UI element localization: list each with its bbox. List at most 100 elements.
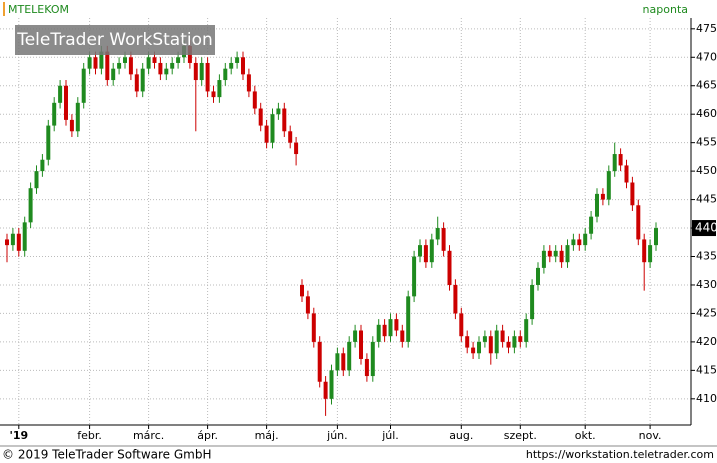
candle-body xyxy=(530,284,535,320)
y-tick-label: 455 xyxy=(696,136,717,149)
candle-body xyxy=(300,284,304,297)
candle-body xyxy=(648,245,653,263)
candle-body xyxy=(128,57,133,75)
x-tick-label: ápr. xyxy=(197,429,218,442)
x-tick-label: júl. xyxy=(381,429,399,442)
candle-body xyxy=(164,68,169,75)
candle-body xyxy=(394,319,399,331)
candle-body xyxy=(305,296,310,314)
candle-body xyxy=(64,85,68,120)
y-tick-label: 430 xyxy=(696,278,717,291)
candle-body xyxy=(176,57,181,63)
candle-body xyxy=(10,233,15,246)
candle-body xyxy=(406,296,411,342)
candle-body xyxy=(459,313,464,337)
candle-body xyxy=(329,370,334,399)
candle-body xyxy=(235,57,240,63)
plot-area xyxy=(0,18,691,425)
candle-body xyxy=(288,131,293,143)
watermark: TeleTrader WorkStation xyxy=(16,30,213,50)
candle-body xyxy=(5,239,9,246)
candle-body xyxy=(241,57,245,75)
candle-body xyxy=(105,51,110,81)
candle-body xyxy=(636,205,641,240)
candle-body xyxy=(75,102,80,132)
candle-body xyxy=(553,250,558,257)
candle-body xyxy=(117,62,122,69)
y-tick-label: 470 xyxy=(696,50,717,63)
title-marker xyxy=(3,2,5,16)
candle-body xyxy=(488,336,493,354)
footer-copyright: © 2019 TeleTrader Software GmbH xyxy=(2,448,212,462)
candle-body xyxy=(524,319,529,342)
candle-body xyxy=(40,159,45,172)
candle-body xyxy=(81,68,86,103)
candle-body xyxy=(412,256,417,297)
candle-body xyxy=(536,267,540,285)
candle-body xyxy=(453,284,458,314)
candle-body xyxy=(246,74,251,92)
candle-body xyxy=(347,341,352,371)
candle-body xyxy=(382,324,387,337)
candle-body xyxy=(518,336,523,342)
candle-body xyxy=(589,216,594,234)
y-tick-label: 460 xyxy=(696,107,717,120)
candle-body xyxy=(583,233,588,246)
candle-body xyxy=(364,358,369,377)
y-tick-label: 420 xyxy=(696,335,717,348)
candle-body xyxy=(423,245,428,263)
candle-body xyxy=(34,171,39,189)
x-tick-label: szept. xyxy=(504,429,537,442)
candle-body xyxy=(252,91,257,109)
candle-body xyxy=(512,336,517,348)
candle-body xyxy=(482,336,487,342)
period-label: naponta xyxy=(643,3,688,16)
x-tick-label: febr. xyxy=(77,429,102,442)
candle-body xyxy=(317,341,322,382)
x-tick-label: nov. xyxy=(639,429,662,442)
candle-body xyxy=(477,341,481,354)
candle-body xyxy=(229,62,234,69)
candle-body xyxy=(217,80,222,98)
candle-body xyxy=(435,228,440,240)
candle-body xyxy=(559,250,564,263)
candle-body xyxy=(205,62,210,92)
candle-body xyxy=(93,57,98,69)
candle-body xyxy=(429,239,434,263)
candle-body xyxy=(606,171,611,200)
candle-body xyxy=(541,250,546,268)
candle-body xyxy=(359,330,363,359)
candle-body xyxy=(52,102,57,126)
candle-body xyxy=(199,62,204,81)
candle-body xyxy=(612,154,617,172)
watermark-box xyxy=(15,25,215,55)
candle-body xyxy=(99,51,104,69)
candle-body xyxy=(211,91,216,98)
candle-body xyxy=(46,125,51,160)
x-tick-label: máj. xyxy=(255,429,279,442)
candle-body xyxy=(323,381,328,399)
candle-body xyxy=(258,108,263,126)
candle-body xyxy=(341,353,346,371)
candle-body xyxy=(264,125,269,143)
y-tick-label: 445 xyxy=(696,193,717,206)
candle-body xyxy=(471,347,476,354)
last-value-box xyxy=(692,220,716,237)
candle-body xyxy=(276,108,281,115)
x-tick-label: aug. xyxy=(449,429,473,442)
candle-body xyxy=(494,330,499,354)
y-tick-label: 425 xyxy=(696,306,717,319)
candle-body xyxy=(111,68,116,81)
candle-body xyxy=(87,57,92,69)
y-tick-label: 465 xyxy=(696,79,717,92)
candle-body xyxy=(22,222,27,251)
candle-body xyxy=(270,114,275,143)
candle-body xyxy=(506,341,511,348)
candle-body xyxy=(447,250,452,285)
candle-body xyxy=(595,193,599,217)
candle-body xyxy=(642,239,647,263)
candle-body xyxy=(158,62,163,75)
candle-body xyxy=(547,250,552,257)
candle-body xyxy=(624,165,629,183)
